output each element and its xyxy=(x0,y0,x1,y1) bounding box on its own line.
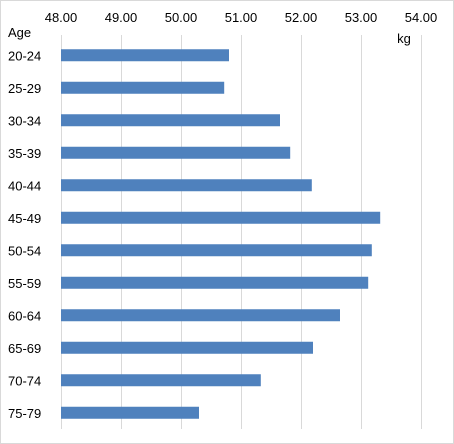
bar xyxy=(61,179,312,192)
bar xyxy=(61,276,369,289)
bars xyxy=(61,49,381,419)
x-axis-ticks: 48.00 49.00 50.00 51.00 52.00 53.00 54.00 xyxy=(45,10,438,25)
category-label: 55-59 xyxy=(8,276,41,291)
x-axis-label: kg xyxy=(397,31,411,46)
bar xyxy=(61,406,199,419)
x-tick-label: 51.00 xyxy=(225,10,258,25)
x-tick-label: 54.00 xyxy=(405,10,438,25)
category-label: 35-39 xyxy=(8,146,41,161)
bar xyxy=(61,114,280,127)
bar xyxy=(61,146,291,159)
category-label: 75-79 xyxy=(8,406,41,421)
category-label: 60-64 xyxy=(8,308,41,323)
x-tick-label: 49.00 xyxy=(105,10,138,25)
y-axis-label: Age xyxy=(8,25,31,40)
bar xyxy=(61,49,229,62)
bar xyxy=(61,81,225,94)
category-label: 40-44 xyxy=(8,178,41,193)
category-label: 45-49 xyxy=(8,211,41,226)
category-label: 50-54 xyxy=(8,243,41,258)
bar xyxy=(61,341,313,354)
bar xyxy=(61,211,381,224)
category-label: 25-29 xyxy=(8,81,41,96)
x-tick-label: 48.00 xyxy=(45,10,78,25)
x-tick-label: 52.00 xyxy=(285,10,318,25)
category-label: 70-74 xyxy=(8,373,41,388)
bar xyxy=(61,374,261,387)
x-tick-label: 50.00 xyxy=(165,10,198,25)
gridlines xyxy=(61,35,422,429)
category-label: 65-69 xyxy=(8,341,41,356)
bar xyxy=(61,244,372,257)
x-tick-label: 53.00 xyxy=(345,10,378,25)
category-label: 20-24 xyxy=(8,48,41,63)
bar xyxy=(61,309,340,322)
y-axis-categories: 20-24 25-29 30-34 35-39 40-44 45-49 50-54 55-59… xyxy=(8,48,41,421)
category-label: 30-34 xyxy=(8,113,41,128)
